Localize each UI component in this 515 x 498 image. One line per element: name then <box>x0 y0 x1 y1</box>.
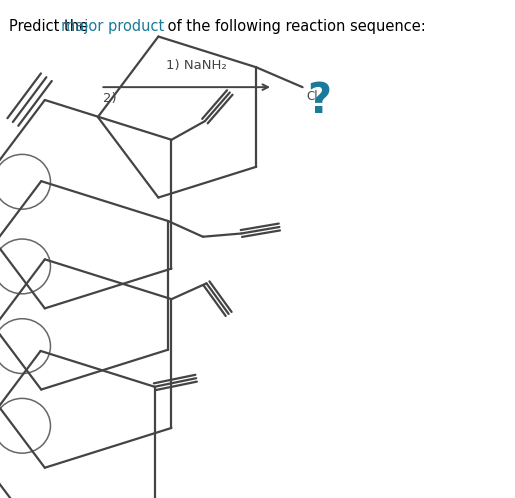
Text: Cl: Cl <box>307 90 318 103</box>
Text: of the following reaction sequence:: of the following reaction sequence: <box>163 19 425 34</box>
Text: 2): 2) <box>103 92 116 105</box>
Text: ?: ? <box>307 80 331 122</box>
Text: 1) NaNH₂: 1) NaNH₂ <box>166 59 227 72</box>
Text: Predict the: Predict the <box>9 19 93 34</box>
Text: major product: major product <box>61 19 164 34</box>
